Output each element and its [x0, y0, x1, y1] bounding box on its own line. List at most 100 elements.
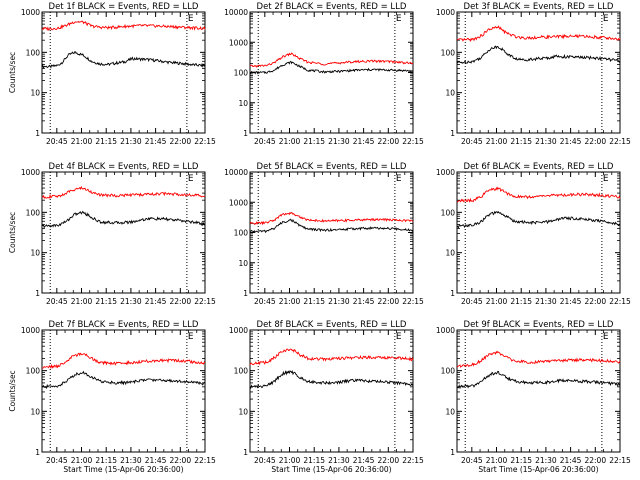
x-tick-label: 21:00	[279, 297, 301, 306]
series-line-events	[249, 370, 414, 389]
x-tick-label: 21:00	[71, 137, 93, 146]
y-tick-label: 1000	[436, 168, 455, 177]
panel-det-9: Det 9f BLACK = Events, RED = LLD 1 10 100 10…	[436, 320, 631, 474]
panel-det-3: Det 3f BLACK = Events, RED = LLD 1 10 100 10…	[436, 2, 631, 146]
y-tick-label: 10	[30, 89, 40, 98]
y-tick-label: 1000	[229, 198, 248, 207]
x-tick-label: 22:15	[194, 137, 216, 146]
series-line-events	[456, 45, 621, 65]
series-line-events	[456, 210, 621, 229]
y-tick-label: 100	[441, 367, 456, 376]
x-axis-label: Start Time (15-Apr-06 20:36:00)	[63, 465, 183, 474]
x-tick-label: 22:15	[402, 137, 424, 146]
x-tick-label: 21:00	[279, 137, 301, 146]
x-tick-label: 21:30	[120, 297, 142, 306]
x-tick-label: 21:00	[486, 456, 508, 465]
x-tick-label: 21:30	[328, 297, 350, 306]
time-marker-label: E	[396, 332, 402, 342]
x-tick-label: 21:45	[145, 297, 167, 306]
y-tick-label: 1	[450, 129, 455, 138]
panel-title: Det 4f BLACK = Events, RED = LLD	[49, 162, 199, 172]
x-tick-label: 20:45	[254, 456, 276, 465]
x-tick-label: 21:15	[303, 297, 325, 306]
x-tick-label: 21:30	[120, 137, 142, 146]
y-tick-label: 100	[26, 367, 41, 376]
x-tick-label: 21:45	[560, 137, 582, 146]
x-tick-label: 20:45	[254, 297, 276, 306]
panel-det-1: Det 1f BLACK = Events, RED = LLD 1 10 100 10…	[8, 2, 216, 146]
y-tick-label: 1	[243, 289, 248, 298]
x-tick-label: 21:45	[145, 456, 167, 465]
x-tick-label: 21:15	[303, 456, 325, 465]
x-tick-label: 22:15	[194, 297, 216, 306]
x-tick-label: 20:45	[46, 456, 68, 465]
series-line-events	[41, 370, 206, 390]
panel-det-4: Det 4f BLACK = Events, RED = LLD 1 10 100 10…	[8, 162, 216, 306]
series-line-lld	[41, 20, 206, 31]
panel-title: Det 2f BLACK = Events, RED = LLD	[257, 2, 407, 12]
x-tick-label: 22:00	[169, 456, 191, 465]
x-tick-label: 21:30	[535, 456, 557, 465]
y-tick-label: 100	[441, 208, 456, 217]
x-tick-label: 21:30	[535, 297, 557, 306]
series-line-lld	[249, 52, 414, 68]
y-tick-label: 10	[445, 249, 455, 258]
plot-frame	[456, 329, 621, 453]
x-tick-label: 21:30	[328, 456, 350, 465]
time-marker-label: E	[188, 14, 194, 24]
time-marker-label: E	[603, 14, 609, 24]
x-tick-label: 22:15	[609, 297, 631, 306]
time-marker-label: E	[603, 174, 609, 184]
x-axis-label: Start Time (15-Apr-06 20:36:00)	[271, 465, 391, 474]
plot-frame	[249, 329, 414, 453]
x-axis-label: Start Time (15-Apr-06 20:36:00)	[478, 465, 598, 474]
x-tick-label: 21:00	[279, 456, 301, 465]
y-tick-label: 100	[441, 48, 456, 57]
x-tick-label: 20:45	[46, 297, 68, 306]
x-tick-label: 20:45	[46, 137, 68, 146]
x-tick-label: 22:00	[169, 297, 191, 306]
x-tick-label: 22:00	[377, 297, 399, 306]
plot-frame	[41, 171, 206, 294]
y-tick-label: 1	[450, 448, 455, 457]
x-tick-label: 21:45	[560, 456, 582, 465]
y-tick-label: 10	[238, 99, 248, 108]
panel-det-6: Det 6f BLACK = Events, RED = LLD 1 10 100 10…	[436, 162, 631, 306]
x-tick-label: 21:00	[71, 456, 93, 465]
y-tick-label: 1000	[21, 8, 40, 17]
plot-frame	[456, 11, 621, 134]
time-marker-label: E	[396, 174, 402, 184]
y-tick-label: 1	[450, 289, 455, 298]
x-tick-label: 22:00	[584, 297, 606, 306]
time-marker-label: E	[396, 14, 402, 24]
x-tick-label: 20:45	[461, 297, 483, 306]
y-tick-label: 1	[35, 129, 40, 138]
plot-frame	[41, 11, 206, 134]
x-tick-label: 20:45	[254, 137, 276, 146]
x-tick-label: 21:15	[95, 456, 117, 465]
x-tick-label: 22:15	[609, 137, 631, 146]
x-tick-label: 21:45	[145, 137, 167, 146]
x-tick-label: 21:00	[71, 297, 93, 306]
panel-title: Det 6f BLACK = Events, RED = LLD	[464, 162, 614, 172]
series-line-lld	[41, 185, 206, 200]
y-axis-label: Counts/sec	[8, 370, 17, 411]
panel-title: Det 8f BLACK = Events, RED = LLD	[257, 320, 407, 330]
x-tick-label: 22:00	[584, 137, 606, 146]
x-tick-label: 21:45	[560, 297, 582, 306]
x-tick-label: 22:00	[584, 456, 606, 465]
series-line-lld	[456, 25, 621, 43]
x-tick-label: 21:00	[486, 297, 508, 306]
series-line-events	[456, 370, 621, 390]
x-tick-label: 21:15	[510, 297, 532, 306]
panel-title: Det 3f BLACK = Events, RED = LLD	[464, 2, 614, 12]
plot-frame	[249, 171, 414, 294]
panel-det-5: Det 5f BLACK = Events, RED = LLD 1 10 100 10…	[224, 162, 424, 306]
y-tick-label: 1000	[436, 8, 455, 17]
plot-frame	[456, 171, 621, 294]
time-marker-label: E	[188, 174, 194, 184]
y-tick-label: 1000	[436, 326, 455, 335]
plot-frame	[41, 329, 206, 453]
y-tick-label: 10	[238, 407, 248, 416]
y-tick-label: 100	[26, 48, 41, 57]
